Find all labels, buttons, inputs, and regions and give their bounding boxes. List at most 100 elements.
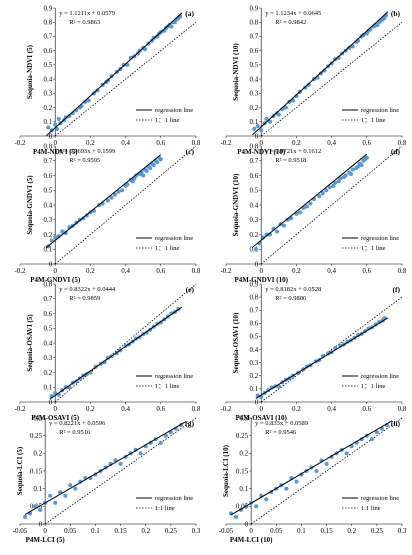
panel-letter: (a) xyxy=(185,9,194,18)
regression-line xyxy=(252,11,389,136)
x-axis-title: P4M-OSAVI (10) xyxy=(235,414,287,422)
regression-line xyxy=(230,420,393,516)
r-squared-label: R² = 0.9546 xyxy=(265,429,297,436)
data-point xyxy=(253,247,258,252)
data-point xyxy=(54,126,60,131)
one-to-one-line xyxy=(54,283,197,403)
data-point xyxy=(274,229,280,234)
data-point xyxy=(359,163,364,168)
x-tick-label: 0.4 xyxy=(327,139,336,147)
data-point xyxy=(144,169,149,174)
data-point xyxy=(317,194,322,199)
y-tick-label: 0.3 xyxy=(33,414,42,422)
y-tick-label: 0.8 xyxy=(43,280,52,288)
data-point xyxy=(283,105,288,110)
data-point xyxy=(22,514,28,519)
chart-panel-1: -0.2 0 0.2 0.4 0.6 0.800.10.20.30.40.50.60.70… xyxy=(14,4,200,156)
data-point xyxy=(60,229,65,234)
x-tick-label: -0.2 xyxy=(220,139,232,147)
y-tick-label: 0 xyxy=(49,260,53,268)
one-to-one-line xyxy=(260,21,403,137)
data-point xyxy=(151,163,156,168)
x-tick-label: 0.4 xyxy=(121,267,130,275)
data-point xyxy=(259,128,264,133)
legend-one-to-one-label: 1：1 line xyxy=(155,117,179,124)
one-to-one-line xyxy=(54,21,197,137)
y-tick-label: 0.7 xyxy=(43,157,52,165)
data-point xyxy=(254,504,259,509)
data-point xyxy=(252,126,257,131)
one-to-one-line xyxy=(44,417,197,525)
y-axis-title: Sequoia-NDVI (10) xyxy=(232,43,240,101)
data-point xyxy=(116,189,121,194)
data-point xyxy=(294,479,299,484)
x-axis-title: P4M-OSAVI (5) xyxy=(31,414,80,422)
x-tick-label: 0.2 xyxy=(347,527,356,535)
panel-letter: (h) xyxy=(391,419,401,428)
x-tick-label: 0 xyxy=(259,267,263,275)
panel-letter: (f) xyxy=(393,285,401,294)
y-tick-label: 0.4 xyxy=(43,339,52,347)
chart-panel-3: -0.2 0 0.2 0.4 0.6 0.800.10.20.30.40.50.60.70… xyxy=(14,142,200,284)
legend-regression-label: regression line xyxy=(155,373,193,380)
x-tick-label: 0.6 xyxy=(156,405,165,413)
x-tick-label: -0.2 xyxy=(14,267,26,275)
r-squared-label: R² = 0.9595 xyxy=(69,157,100,164)
x-tick-label: 0.6 xyxy=(156,267,165,275)
data-point xyxy=(158,440,163,445)
legend-one-to-one-label: 1：1 line xyxy=(361,117,385,124)
y-tick-label: 0.3 xyxy=(239,414,248,422)
x-tick-label: 0.6 xyxy=(362,267,371,275)
panel-letter: (b) xyxy=(391,9,401,18)
one-to-one-line xyxy=(260,145,403,265)
y-tick-label: 0.9 xyxy=(43,4,52,12)
y-tick-label: 0.8 xyxy=(249,293,258,301)
y-tick-label: 0.4 xyxy=(43,75,52,83)
data-point xyxy=(350,44,355,49)
data-point xyxy=(267,119,273,124)
x-tick-label: 0 xyxy=(53,267,57,275)
y-tick-label: 0.8 xyxy=(43,19,52,27)
regression-equation: y = 0.8221x + 0.0596 xyxy=(49,420,106,427)
y-tick-label: 0.6 xyxy=(249,172,258,180)
x-tick-label: 0.2 xyxy=(86,405,95,413)
y-tick-label: 0.4 xyxy=(249,201,258,209)
panel-letter: (e) xyxy=(186,285,195,294)
data-point xyxy=(314,468,319,474)
data-point xyxy=(134,173,139,178)
x-axis-title: P4M-NDVI (10) xyxy=(237,148,286,156)
y-tick-label: 0.8 xyxy=(249,19,258,27)
data-point xyxy=(95,88,100,93)
panel-letter: (c) xyxy=(186,147,195,156)
y-tick-label: 0.15 xyxy=(236,467,249,475)
y-tick-label: 0 xyxy=(49,398,53,406)
y-axis-title: Sequoia-NDVI (5) xyxy=(26,44,34,99)
data-point xyxy=(138,451,143,456)
y-tick-label: 0.3 xyxy=(249,216,258,224)
y-tick-label: 0.2 xyxy=(43,104,52,112)
x-tick-label: 0 xyxy=(53,139,57,147)
data-point xyxy=(53,500,58,505)
data-point xyxy=(86,98,91,103)
r-squared-label: R² = 0.9806 xyxy=(275,295,307,302)
x-tick-label: 0 xyxy=(259,139,263,147)
y-tick-label: 0.3 xyxy=(43,354,52,362)
data-point xyxy=(68,483,73,488)
data-point xyxy=(324,188,329,193)
data-point xyxy=(333,180,338,185)
legend-regression-label: regression line xyxy=(361,107,399,114)
data-point xyxy=(348,171,354,177)
regression-equation: y = 0.8182x + 0.0528 xyxy=(265,286,321,293)
data-point xyxy=(63,493,68,498)
data-point xyxy=(142,47,148,52)
data-point xyxy=(338,176,343,181)
y-tick-label: 0.7 xyxy=(249,307,258,315)
y-tick-label: 0.2 xyxy=(43,231,52,239)
legend-one-to-one-label: 1：1 line xyxy=(361,383,385,390)
x-tick-label: 0.4 xyxy=(327,405,336,413)
data-point xyxy=(158,157,163,162)
x-tick-label: 0.3 xyxy=(398,527,407,535)
one-to-one-line xyxy=(54,145,197,265)
